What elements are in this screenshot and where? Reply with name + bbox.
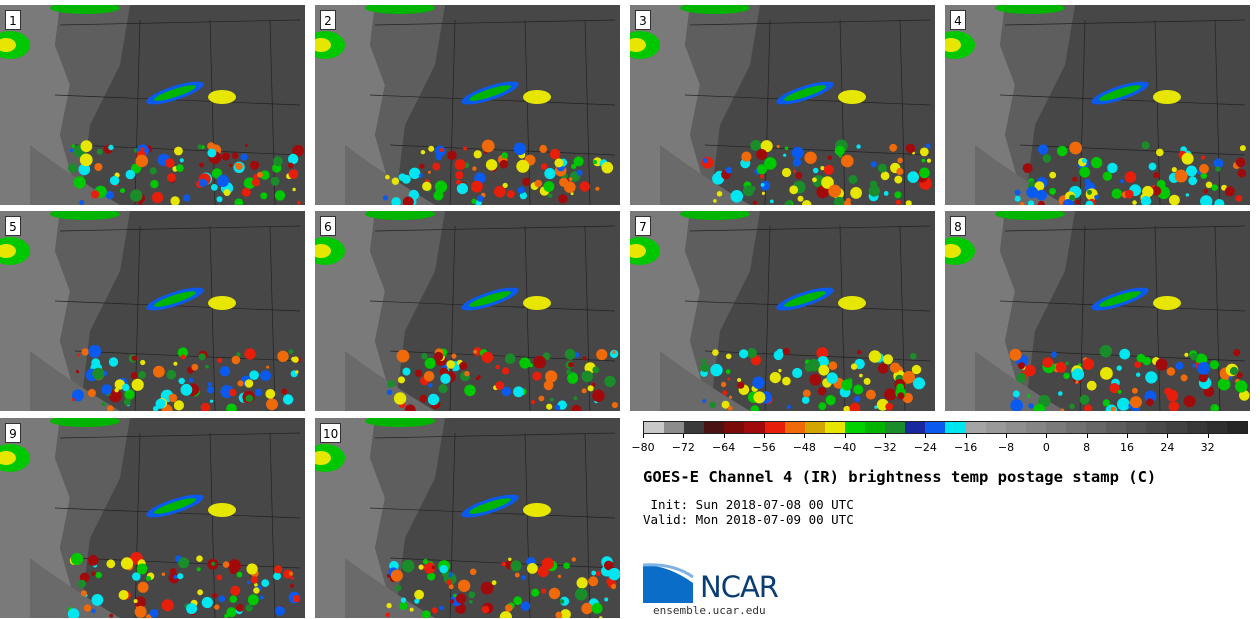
colorbar-segment — [1045, 422, 1066, 433]
stamp-panel: 4 — [945, 5, 1250, 205]
colorbar-ticks: −80 −72 −64 −56 −48 −40 −32 −24 −16 −8 0 8 16 24 32 — [631, 434, 1248, 458]
colorbar-tick — [764, 434, 765, 438]
colorbar-segment — [1086, 422, 1107, 433]
colorbar-tick-label: −64 — [712, 441, 736, 454]
colorbar-tick-label: −72 — [671, 441, 695, 454]
panel-number: 5 — [5, 216, 21, 236]
stamp-panel: 2 — [315, 5, 620, 205]
stamp-panel: 7 — [630, 211, 935, 411]
colorbar-tick-label: −56 — [752, 441, 776, 454]
colorbar-segment — [1166, 422, 1187, 433]
colorbar-segment — [945, 422, 966, 433]
colorbar-tick-label: 32 — [1200, 441, 1215, 454]
colorbar-tick — [925, 434, 927, 438]
colorbar-tick — [1207, 434, 1209, 438]
colorbar-tick-label: 16 — [1120, 441, 1134, 454]
panel-number: 9 — [5, 423, 21, 443]
init-time: Init: Sun 2018-07-08 00 UTC — [643, 497, 854, 512]
stamp-panel: 5 — [0, 211, 305, 411]
stamp-panel: 8 — [945, 211, 1250, 411]
colorbar-segment — [885, 422, 906, 433]
stamp-panel: 1 — [0, 5, 305, 205]
colorbar-tick — [1086, 434, 1088, 438]
colorbar-segment — [764, 422, 785, 433]
colorbar-segment — [1126, 422, 1147, 433]
colorbar-tick-label: −8 — [997, 441, 1015, 454]
colorbar-tick-label: 8 — [1083, 441, 1091, 454]
colorbar-tick — [723, 434, 725, 438]
colorbar-tick — [1006, 434, 1007, 438]
panel-number: 6 — [320, 216, 336, 236]
colorbar-segment — [1065, 422, 1087, 433]
colorbar-tick-label: 0 — [1042, 441, 1050, 454]
colorbar-segment — [644, 422, 665, 433]
colorbar-segment — [1025, 422, 1046, 433]
colorbar-tick-label: −40 — [833, 441, 857, 454]
colorbar-segment — [925, 422, 946, 433]
colorbar-tick-label: −48 — [792, 441, 816, 454]
colorbar-segment — [804, 422, 825, 433]
panel-number: 3 — [635, 10, 651, 30]
colorbar-tick — [643, 434, 644, 438]
colorbar-tick — [1046, 434, 1048, 438]
stamp-panel: 9 — [0, 418, 305, 618]
colorbar-tick — [844, 434, 846, 438]
colorbar-segment — [965, 422, 986, 433]
colorbar-segment — [1005, 422, 1026, 433]
colorbar-tick-label: 24 — [1160, 441, 1175, 454]
colorbar-segment — [784, 422, 805, 433]
colorbar-segment — [824, 422, 845, 433]
panel-number: 8 — [950, 216, 966, 236]
panel-number: 2 — [320, 10, 336, 30]
colorbar-tick — [1167, 434, 1169, 438]
stamp-panel: 3 — [630, 5, 935, 205]
colorbar-tick — [965, 434, 967, 438]
colorbar-tick-label: −80 — [631, 441, 655, 454]
panel-number: 7 — [635, 216, 651, 236]
colorbar-segment — [1146, 422, 1167, 433]
colorbar-tick-label: −32 — [873, 441, 897, 454]
colorbar-segment — [744, 422, 765, 433]
colorbar — [643, 421, 1248, 434]
colorbar-segment — [684, 422, 705, 433]
colorbar-segment — [905, 422, 926, 433]
site-url: ensemble.ucar.edu — [653, 604, 766, 617]
colorbar-segment — [844, 422, 866, 433]
colorbar-segment — [704, 422, 725, 433]
colorbar-tick — [1127, 434, 1128, 438]
colorbar-segment — [1226, 422, 1247, 433]
ncar-logo-icon — [643, 563, 694, 603]
colorbar-tick — [804, 434, 806, 438]
colorbar-segment — [985, 422, 1006, 433]
colorbar-segment — [724, 422, 745, 433]
stamp-panel: 6 — [315, 211, 620, 411]
colorbar-segment — [1206, 422, 1227, 433]
colorbar-segment — [865, 422, 886, 433]
panel-number: 1 — [5, 10, 21, 30]
colorbar-tick — [683, 434, 685, 438]
colorbar-segment — [1106, 422, 1127, 433]
panel-number: 10 — [320, 423, 342, 443]
figure-title: GOES-E Channel 4 (IR) brightness temp po… — [643, 468, 1157, 486]
stamp-panel: 10 — [315, 418, 620, 618]
colorbar-tick — [885, 434, 886, 438]
valid-time: Valid: Mon 2018-07-09 00 UTC — [643, 512, 854, 527]
colorbar-tick-label: −24 — [913, 441, 937, 454]
colorbar-tick-label: −16 — [954, 441, 978, 454]
colorbar-segment — [664, 422, 685, 433]
panel-number: 4 — [950, 10, 966, 30]
logo-text: NCAR — [700, 570, 779, 604]
colorbar-segment — [1186, 422, 1207, 433]
